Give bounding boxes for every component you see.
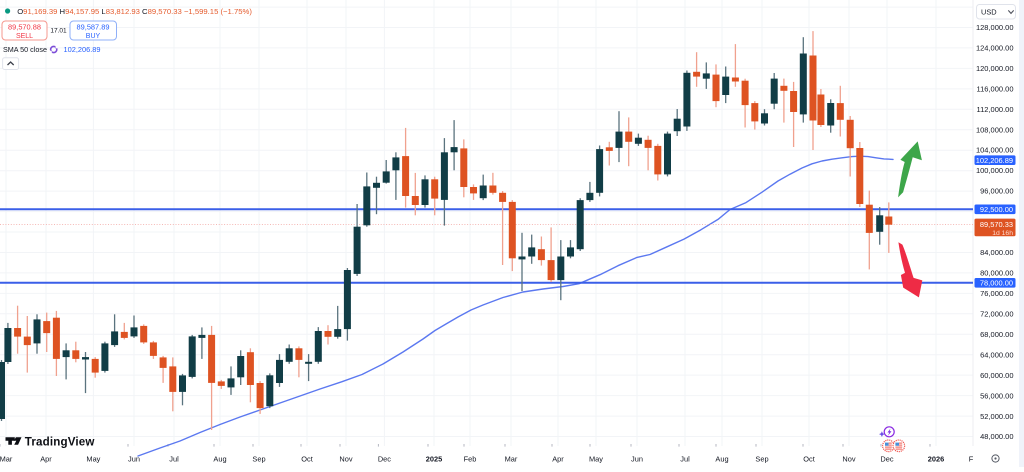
svg-text:76,000.00: 76,000.00 (980, 289, 1013, 298)
svg-text:17.01: 17.01 (50, 28, 67, 35)
svg-text:Aug: Aug (715, 454, 728, 463)
svg-text:2025: 2025 (426, 454, 442, 463)
svg-text:89,570.33: 89,570.33 (980, 220, 1013, 229)
svg-text:Sep: Sep (252, 454, 265, 463)
svg-text:Dec: Dec (378, 454, 391, 463)
svg-text:116,000.00: 116,000.00 (977, 84, 1014, 93)
svg-text:Jun: Jun (631, 454, 643, 463)
svg-text:USD: USD (981, 7, 997, 16)
svg-text:104,000.00: 104,000.00 (976, 146, 1014, 155)
svg-text:56,000.00: 56,000.00 (980, 391, 1013, 400)
svg-text:89,587.89: 89,587.89 (77, 23, 110, 32)
svg-text:O91,169.39 H94,157.95 L83,812.: O91,169.39 H94,157.95 L83,812.93 C89,570… (17, 7, 252, 16)
svg-text:SMA 50 close: SMA 50 close (3, 45, 47, 54)
svg-text:72,000.00: 72,000.00 (980, 310, 1013, 319)
svg-text:60,000.00: 60,000.00 (980, 371, 1013, 380)
svg-text:Sep: Sep (755, 454, 768, 463)
svg-text:Nov: Nov (339, 454, 352, 463)
svg-text:Jul: Jul (680, 454, 690, 463)
svg-text:Apr: Apr (40, 454, 52, 463)
svg-text:Jul: Jul (169, 454, 179, 463)
svg-text:64,000.00: 64,000.00 (980, 350, 1013, 359)
svg-text:80,000.00: 80,000.00 (980, 269, 1013, 278)
svg-text:102,206.89: 102,206.89 (976, 156, 1013, 165)
svg-text:100,000.00: 100,000.00 (976, 166, 1014, 175)
svg-text:84,000.00: 84,000.00 (980, 248, 1013, 257)
svg-text:Mar: Mar (505, 454, 518, 463)
svg-text:TradingView: TradingView (25, 435, 96, 448)
svg-text:120,000.00: 120,000.00 (976, 64, 1014, 73)
svg-text:Jun: Jun (128, 454, 140, 463)
svg-text:89,570.88: 89,570.88 (8, 23, 41, 32)
svg-text:Dec: Dec (880, 454, 893, 463)
svg-text:52,000.00: 52,000.00 (980, 412, 1013, 421)
svg-text:92,500.00: 92,500.00 (980, 205, 1013, 214)
svg-text:1d 16h: 1d 16h (992, 230, 1013, 237)
svg-text:2026: 2026 (928, 454, 944, 463)
svg-text:68,000.00: 68,000.00 (980, 330, 1013, 339)
svg-text:96,000.00: 96,000.00 (980, 187, 1013, 196)
svg-text:Oct: Oct (803, 454, 815, 463)
svg-text:78,000.00: 78,000.00 (980, 278, 1013, 287)
svg-text:Aug: Aug (213, 454, 226, 463)
svg-text:124,000.00: 124,000.00 (976, 44, 1014, 53)
svg-text:48,000.00: 48,000.00 (980, 432, 1013, 441)
svg-text:128,000.00: 128,000.00 (976, 23, 1014, 32)
svg-text:Apr: Apr (552, 454, 564, 463)
svg-text:108,000.00: 108,000.00 (976, 125, 1014, 134)
svg-text:Mar: Mar (0, 454, 13, 463)
svg-text:102,206.89: 102,206.89 (64, 45, 101, 54)
svg-text:F: F (969, 454, 974, 463)
svg-text:Nov: Nov (842, 454, 855, 463)
svg-text:May: May (589, 454, 603, 463)
svg-text:May: May (86, 454, 100, 463)
svg-text:BUY: BUY (86, 33, 101, 40)
svg-text:Feb: Feb (464, 454, 477, 463)
svg-text:Oct: Oct (301, 454, 313, 463)
svg-text:SELL: SELL (16, 33, 33, 40)
svg-text:112,000.00: 112,000.00 (977, 105, 1014, 114)
